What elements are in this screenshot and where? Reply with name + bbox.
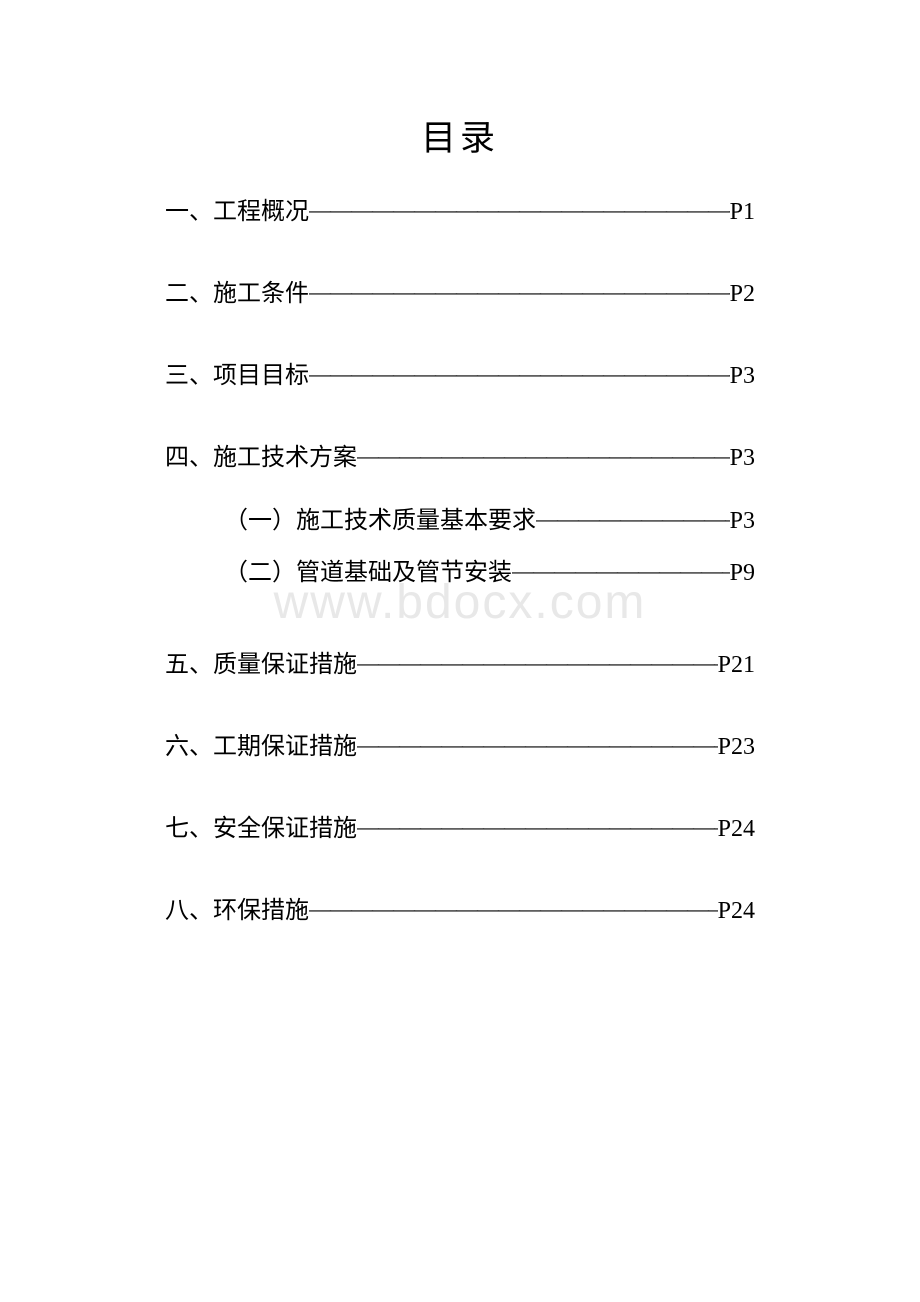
toc-page-number: P3 [730, 508, 755, 535]
toc-label: 七、安全保证措施 [165, 808, 357, 843]
toc-label: 五、质量保证措施 [165, 644, 357, 679]
toc-list: 一、工程概况 —————————————————————————— P1 二、施… [165, 191, 755, 925]
toc-leader: —————————————————————————— [357, 650, 718, 676]
toc-label: 八、环保措施 [165, 890, 309, 925]
toc-page-number: P24 [718, 898, 755, 925]
toc-item: 六、工期保证措施 —————————————————————————— P23 [165, 726, 755, 761]
toc-item: 二、施工条件 —————————————————————————— P2 [165, 273, 755, 308]
toc-sub-item: （一）施工技术质量基本要求 ——————————————————————————… [165, 500, 755, 535]
toc-leader: —————————————————————————— [309, 197, 730, 223]
toc-label: 一、工程概况 [165, 191, 309, 226]
toc-page-number: P23 [718, 734, 755, 761]
toc-page-number: P2 [730, 281, 755, 308]
toc-item: 一、工程概况 —————————————————————————— P1 [165, 191, 755, 226]
toc-item: 七、安全保证措施 —————————————————————————— P24 [165, 808, 755, 843]
toc-item: 四、施工技术方案 —————————————————————————— P3 [165, 437, 755, 472]
toc-leader: —————————————————————————— [512, 558, 730, 584]
toc-leader: —————————————————————————— [357, 814, 718, 840]
toc-page-number: P1 [730, 199, 755, 226]
toc-page-number: P24 [718, 816, 755, 843]
toc-leader: —————————————————————————— [309, 361, 730, 387]
toc-page-number: P21 [718, 652, 755, 679]
toc-leader: —————————————————————————— [309, 896, 718, 922]
toc-item: 八、环保措施 —————————————————————————— P24 [165, 890, 755, 925]
toc-leader: —————————————————————————— [357, 732, 718, 758]
toc-label: 四、施工技术方案 [165, 437, 357, 472]
toc-label: 三、项目目标 [165, 355, 309, 390]
toc-leader: —————————————————————————— [536, 506, 730, 532]
toc-item: 三、项目目标 —————————————————————————— P3 [165, 355, 755, 390]
toc-item: 五、质量保证措施 —————————————————————————— P21 [165, 644, 755, 679]
toc-leader: —————————————————————————— [309, 279, 730, 305]
toc-label: （二）管道基础及管节安装 [224, 552, 512, 587]
page-container: 目录 一、工程概况 —————————————————————————— P1 … [0, 0, 920, 925]
toc-sub-item: （二）管道基础及管节安装 —————————————————————————— … [165, 552, 755, 587]
toc-page-number: P9 [730, 560, 755, 587]
toc-label: （一）施工技术质量基本要求 [224, 500, 536, 535]
toc-label: 二、施工条件 [165, 273, 309, 308]
toc-title: 目录 [165, 110, 755, 161]
toc-leader: —————————————————————————— [357, 443, 730, 469]
toc-page-number: P3 [730, 445, 755, 472]
toc-label: 六、工期保证措施 [165, 726, 357, 761]
toc-page-number: P3 [730, 363, 755, 390]
